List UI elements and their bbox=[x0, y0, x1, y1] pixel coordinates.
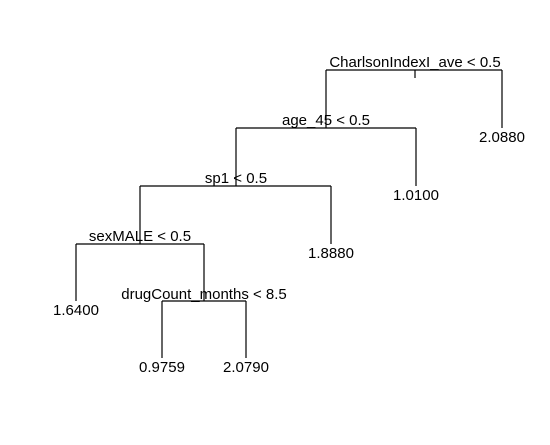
split-label-drugcount: drugCount_months < 8.5 bbox=[121, 286, 287, 303]
split-label-charlson: CharlsonIndexI_ave < 0.5 bbox=[329, 54, 500, 71]
leaf-label: 1.0100 bbox=[393, 187, 439, 204]
split-label-age-45: age_45 < 0.5 bbox=[282, 112, 370, 129]
leaf-label: 2.0790 bbox=[223, 359, 269, 376]
leaf-label: 1.6400 bbox=[53, 302, 99, 319]
split-label-sp1: sp1 < 0.5 bbox=[205, 170, 267, 187]
leaf-label: 1.8880 bbox=[308, 245, 354, 262]
leaf-label: 2.0880 bbox=[479, 129, 525, 146]
split-label-sexmale: sexMALE < 0.5 bbox=[89, 228, 191, 245]
leaf-label: 0.9759 bbox=[139, 359, 185, 376]
